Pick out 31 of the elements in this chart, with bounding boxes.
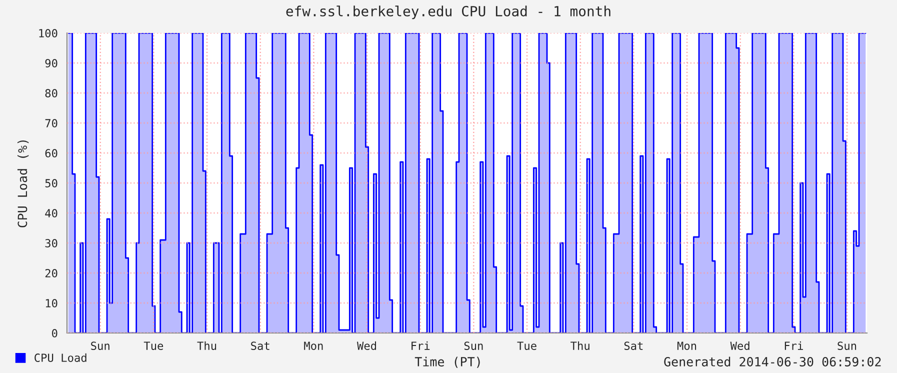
y-tick-label: 80 [45,89,58,98]
y-tick-label: 0 [52,329,58,338]
y-tick-label: 90 [45,59,58,68]
legend-label: CPU Load [34,353,86,362]
x-tick-label: Sun [91,342,110,350]
x-tick-label: Thu [570,341,590,350]
x-tick-label: Tue [517,342,536,350]
x-tick-label: Sat [251,342,270,350]
y-tick-label: 10 [46,299,58,308]
x-tick-label: Sun [838,342,856,350]
y-tick-label: 40 [45,209,58,218]
x-tick-label: Mon [677,342,696,350]
x-tick-label: Thu [197,341,216,350]
x-tick-label: Fri [412,341,430,350]
y-tick-label: 20 [45,269,58,278]
x-tick-label: Mon [304,342,323,350]
x-axis-title: Time (PT) [414,356,480,368]
chart-title: efw.ssl.berkeley.edu CPU Load - 1 month [286,6,610,20]
x-tick-label: Wed [356,341,376,350]
y-axis-title: CPU Load (%) [17,140,29,228]
y-tick-label: 100 [39,29,58,38]
x-tick-label: Fri [784,341,803,350]
y-tick-label: 70 [45,119,58,128]
y-tick-label: 60 [45,149,58,158]
x-tick-label: Sun [464,342,483,350]
text: Generated 2014-06-30 06:59:02 [664,356,881,366]
x-tick-label: Wed [730,341,750,350]
x-tick-label: Tue [144,342,164,350]
y-tick-label: 30 [45,239,58,248]
y-tick-label: 50 [45,179,58,188]
x-tick-label: Sat [624,342,643,350]
